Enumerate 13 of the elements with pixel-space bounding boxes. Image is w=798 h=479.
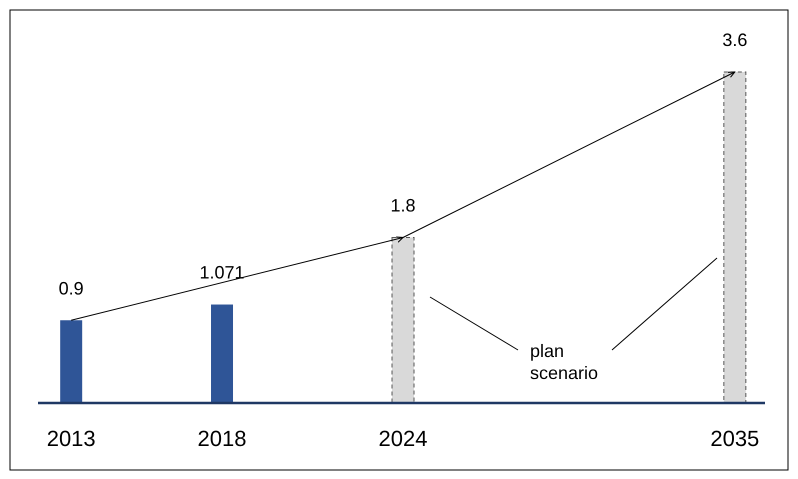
bar xyxy=(60,320,82,403)
data-label: 0.9 xyxy=(58,278,84,298)
x-tick-label: 2013 xyxy=(46,426,96,451)
bar xyxy=(392,237,415,404)
annotation: plan scenario xyxy=(530,341,598,383)
data-label: 1.071 xyxy=(199,262,245,283)
x-tick-label: 2035 xyxy=(710,426,760,451)
data-label: 1.8 xyxy=(390,196,416,216)
bar xyxy=(723,72,746,404)
bar xyxy=(211,304,234,403)
x-tick-label: 2018 xyxy=(198,426,246,451)
x-tick-label: 2024 xyxy=(378,426,428,451)
data-label: 3.6 xyxy=(722,30,748,50)
